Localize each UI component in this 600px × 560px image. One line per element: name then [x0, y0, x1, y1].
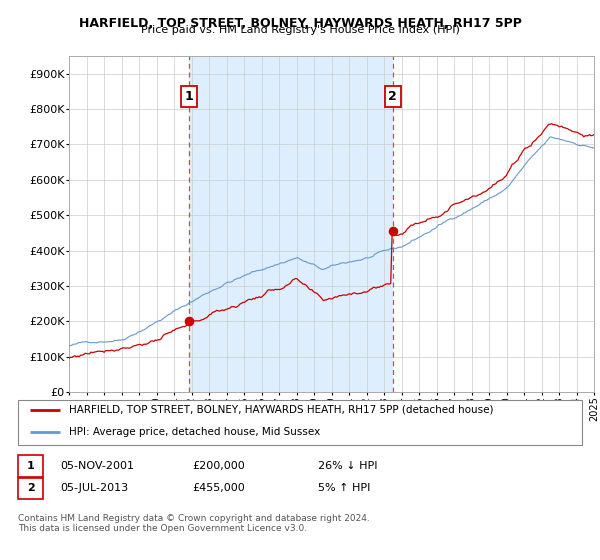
Text: Contains HM Land Registry data © Crown copyright and database right 2024.
This d: Contains HM Land Registry data © Crown c… — [18, 514, 370, 534]
Text: HARFIELD, TOP STREET, BOLNEY, HAYWARDS HEATH, RH17 5PP: HARFIELD, TOP STREET, BOLNEY, HAYWARDS H… — [79, 17, 521, 30]
Text: 2: 2 — [388, 90, 397, 103]
Text: 2: 2 — [27, 483, 34, 493]
Text: £200,000: £200,000 — [192, 461, 245, 471]
Text: £455,000: £455,000 — [192, 483, 245, 493]
Point — [184, 317, 194, 326]
Text: Price paid vs. HM Land Registry's House Price Index (HPI): Price paid vs. HM Land Registry's House … — [140, 25, 460, 35]
Bar — [189, 56, 393, 392]
Text: 1: 1 — [185, 90, 193, 103]
Text: HPI: Average price, detached house, Mid Sussex: HPI: Average price, detached house, Mid … — [69, 427, 320, 437]
Text: 05-NOV-2001: 05-NOV-2001 — [60, 461, 134, 471]
Text: 1: 1 — [27, 461, 34, 471]
Text: 05-JUL-2013: 05-JUL-2013 — [60, 483, 128, 493]
Text: 26% ↓ HPI: 26% ↓ HPI — [318, 461, 377, 471]
Text: HARFIELD, TOP STREET, BOLNEY, HAYWARDS HEATH, RH17 5PP (detached house): HARFIELD, TOP STREET, BOLNEY, HAYWARDS H… — [69, 405, 493, 415]
Text: 5% ↑ HPI: 5% ↑ HPI — [318, 483, 370, 493]
Point — [388, 227, 398, 236]
